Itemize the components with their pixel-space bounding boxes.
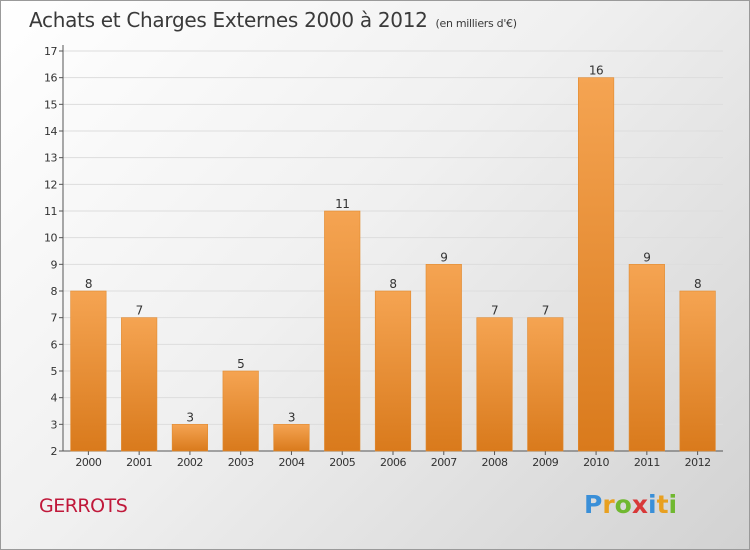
data-label-2001: 7 (136, 304, 143, 318)
y-tick-label: 10 (44, 232, 57, 245)
x-tick-label-2012: 2012 (685, 456, 711, 469)
y-tick-label: 12 (44, 178, 57, 191)
data-label-2012: 8 (694, 277, 701, 291)
y-tick-label: 5 (51, 365, 58, 378)
bar-2011 (628, 264, 665, 452)
y-tick-label: 4 (51, 392, 58, 405)
bar-2009 (527, 317, 564, 452)
data-label-2005: 11 (335, 197, 349, 211)
logo-letter: P (584, 490, 603, 519)
x-tick-label-2006: 2006 (380, 456, 406, 469)
x-tick-label-2004: 2004 (278, 456, 304, 469)
axes: 2 3 4 5 6 7 8 9 10 11 12 13 14 15 16 17 2000 2001 2002 2003… (44, 45, 723, 469)
y-tick-label: 6 (51, 338, 58, 351)
y-tick-label: 15 (44, 98, 57, 111)
logo-letter: o (614, 490, 632, 519)
bar-2004 (273, 424, 310, 452)
data-label-2008: 7 (491, 304, 498, 318)
bars (70, 77, 716, 452)
y-tick-label: 3 (51, 418, 58, 431)
data-label-2004: 3 (288, 410, 295, 424)
x-tick-label-2011: 2011 (634, 456, 660, 469)
y-tick-label: 2 (51, 445, 58, 458)
x-tick-label-2009: 2009 (532, 456, 558, 469)
data-labels: 8 7 3 5 3 11 8 9 7 7 16 9 8 (85, 64, 702, 425)
y-tick-label: 16 (44, 72, 57, 85)
data-label-2006: 8 (389, 277, 396, 291)
x-tick-label-2008: 2008 (482, 456, 508, 469)
data-label-2011: 9 (643, 250, 650, 264)
bar-2000 (70, 290, 107, 452)
data-label-2002: 3 (186, 410, 193, 424)
x-tick-label-2002: 2002 (177, 456, 203, 469)
unit-label: (en milliers d'€) (435, 17, 517, 30)
data-label-2003: 5 (237, 357, 244, 371)
logo-letter: r (602, 490, 615, 519)
bar-2007 (425, 264, 462, 452)
x-tick-label-2005: 2005 (329, 456, 355, 469)
x-tick-label-2003: 2003 (228, 456, 254, 469)
data-label-2007: 9 (440, 250, 447, 264)
bar-2008 (476, 317, 513, 452)
bar-2002 (171, 424, 208, 452)
bar-2006 (374, 290, 412, 452)
logo-letter: t (656, 490, 669, 519)
data-label-2010: 16 (589, 64, 603, 78)
y-tick-label: 11 (44, 205, 57, 218)
x-tick-label-2010: 2010 (583, 456, 609, 469)
x-tick-label-2000: 2000 (75, 456, 101, 469)
bar-2005 (324, 210, 361, 452)
y-tick-label: 17 (44, 45, 57, 58)
bar-2012 (679, 290, 716, 452)
bar-2003 (222, 370, 259, 452)
logo-letter: i (668, 490, 678, 519)
commune-name: GERROTS (39, 495, 128, 517)
y-tick-label: 9 (51, 258, 58, 271)
data-label-2000: 8 (85, 277, 92, 291)
bar-2001 (121, 317, 158, 452)
chart-title: Achats et Charges Externes 2000 à 2012 (e… (29, 8, 517, 32)
logo-letter: i (648, 490, 657, 519)
title-text: Achats et Charges Externes 2000 à 2012 (29, 8, 428, 32)
y-tick-label: 14 (44, 125, 57, 138)
x-tick-label-2007: 2007 (431, 456, 457, 469)
y-tick-label: 8 (51, 285, 58, 298)
y-tick-label: 13 (44, 152, 57, 165)
bar-2010 (578, 77, 615, 452)
data-label-2009: 7 (542, 304, 549, 318)
logo-letter: x (631, 490, 648, 519)
x-tick-label-2001: 2001 (126, 456, 152, 469)
y-tick-label: 7 (51, 312, 58, 325)
proxiti-logo[interactable]: Proxiti (584, 490, 677, 519)
